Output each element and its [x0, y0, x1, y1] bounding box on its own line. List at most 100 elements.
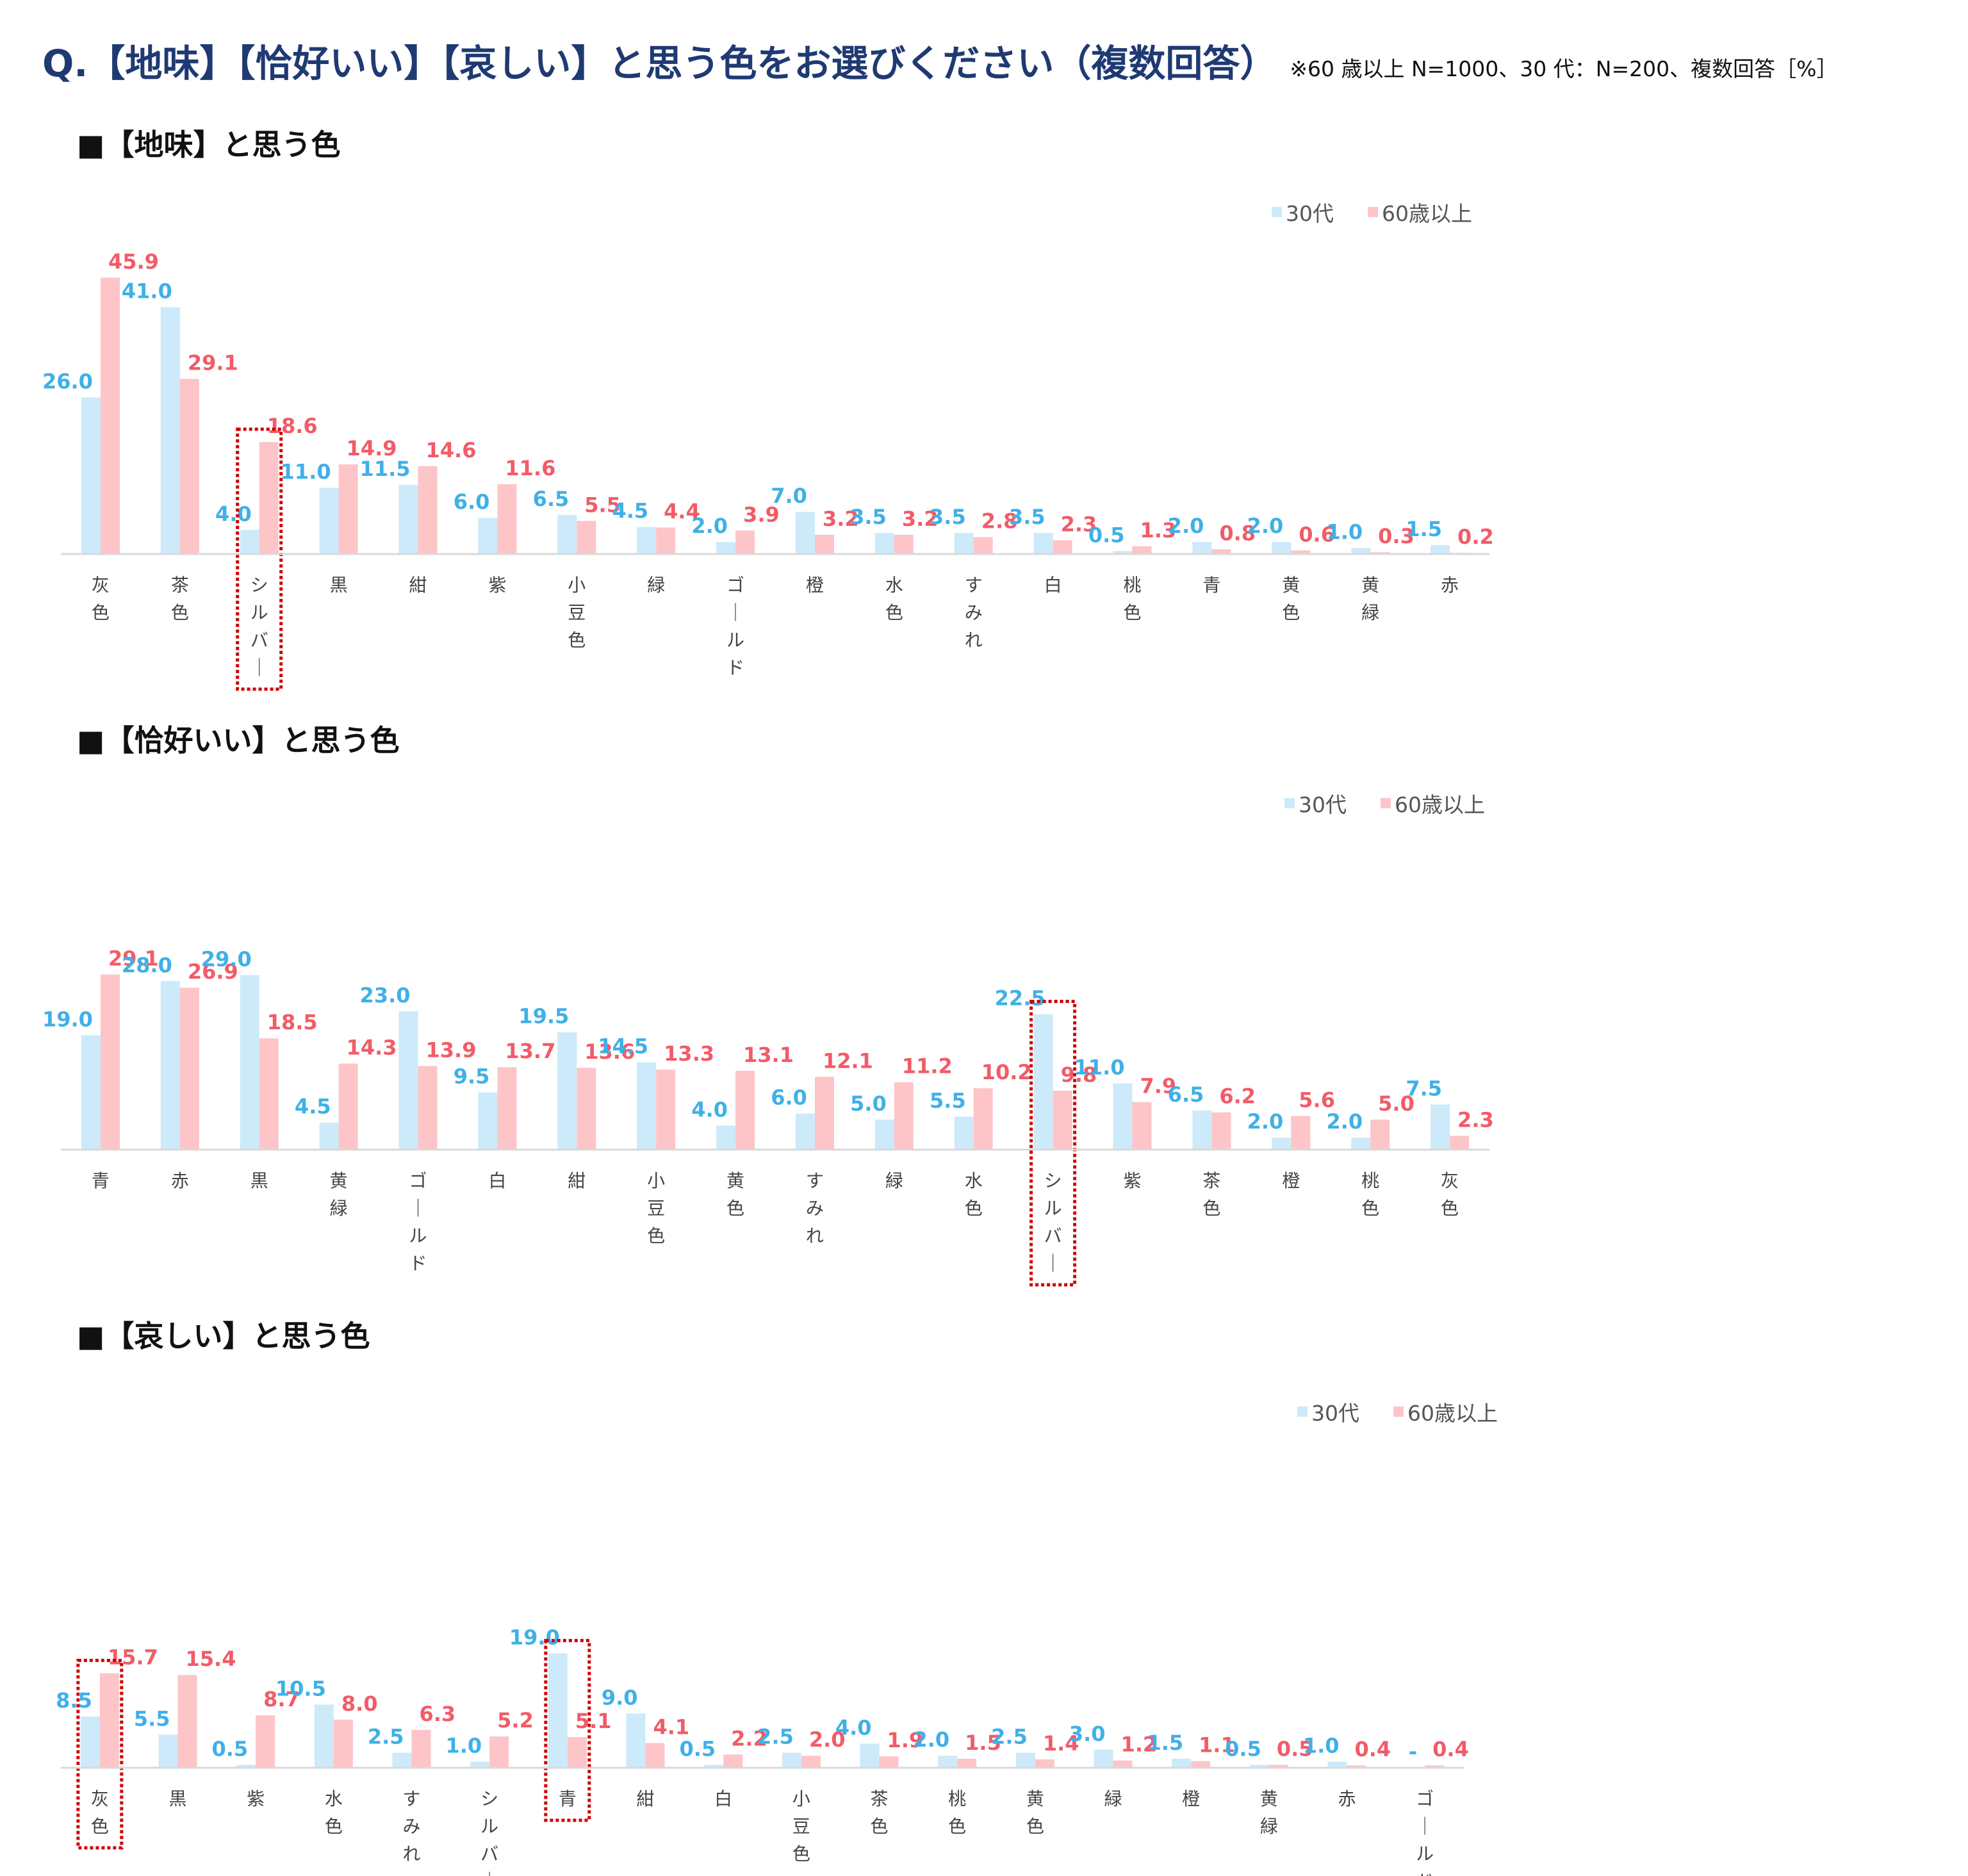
category-label: 水色 [885, 575, 903, 623]
bar-30s [782, 1752, 801, 1768]
bar-60s [957, 1758, 977, 1768]
value-label-30s: 5.5 [930, 1088, 966, 1113]
bar-60s [894, 1082, 914, 1150]
bar-60s [497, 484, 517, 554]
category-char: み [965, 602, 983, 623]
value-label-60s: 2.3 [1457, 1107, 1494, 1132]
category-char: ル [1416, 1843, 1434, 1864]
bar-60s [177, 1675, 197, 1768]
value-label-60s: 2.3 [1061, 512, 1097, 536]
value-label-60s: 1.5 [965, 1731, 1001, 1755]
category-label: 桃色 [1361, 1170, 1379, 1219]
bar-60s [1370, 1120, 1390, 1150]
bar-60s [338, 1063, 358, 1150]
category-char: 黄 [1282, 575, 1300, 596]
value-label-30s: 6.5 [1168, 1082, 1204, 1107]
category-char: 赤 [1338, 1788, 1356, 1809]
category-label: 黄緑 [1260, 1788, 1278, 1837]
category-char: 灰 [92, 575, 110, 596]
category-char: 紺 [409, 575, 427, 596]
value-label-30s: 11.0 [281, 460, 331, 484]
highlight-box [1029, 1000, 1077, 1287]
value-label-60s: 6.2 [1219, 1084, 1256, 1109]
bar-30s [938, 1756, 958, 1768]
category-label: 小豆色 [647, 1170, 665, 1246]
value-label-30s: 19.5 [518, 1004, 569, 1029]
category-label: 黄色 [1282, 575, 1300, 623]
value-label-30s: 4.5 [612, 499, 648, 523]
value-label-30s: 2.0 [1326, 1109, 1363, 1134]
category-char: ル [480, 1816, 498, 1837]
value-label-60s: 11.2 [902, 1054, 953, 1079]
bar-30s [319, 1122, 339, 1150]
chart-kanashii: ■【哀しい】と思う色 30代 60歳以上 8.5 15.7 灰色 5.5 15.4 黒 0.5 8.… [56, 1319, 1498, 1876]
category-label: 水色 [965, 1170, 983, 1219]
legend-swatch-60s [1368, 207, 1378, 217]
category-char: ｜ [1416, 1816, 1434, 1837]
value-label-60s: 15.4 [186, 1647, 236, 1671]
category-char: 色 [1123, 602, 1141, 623]
category-char: 水 [885, 575, 903, 596]
category-label: 白 [488, 1170, 506, 1191]
value-label-30s: - [1409, 1740, 1417, 1764]
category-char: 茶 [870, 1788, 888, 1809]
bar-60s [973, 1088, 993, 1150]
category-char: 緑 [330, 1198, 348, 1219]
category-char: 紫 [488, 575, 506, 596]
section-title: ■【地味】と思う色 [77, 127, 340, 162]
category-char: 色 [568, 630, 586, 651]
category-char: ｜ [250, 657, 268, 678]
category-char: 青 [559, 1788, 577, 1809]
bar-30s [860, 1743, 880, 1768]
value-label-60s: 8.7 [263, 1687, 300, 1711]
value-label-60s: 15.7 [108, 1645, 158, 1669]
value-label-60s: 26.9 [188, 959, 238, 984]
value-label-30s: 0.5 [1225, 1736, 1261, 1761]
bar-30s [795, 1113, 815, 1150]
bar-30s [158, 1734, 178, 1768]
category-char: 青 [92, 1170, 110, 1191]
bar-30s [1249, 1765, 1269, 1768]
bar-60s [656, 527, 676, 554]
bar-60s [1113, 1760, 1133, 1768]
bar-30s [1094, 1749, 1113, 1768]
value-label-30s: 22.5 [995, 986, 1046, 1011]
category-char: 色 [792, 1843, 810, 1864]
bar-60s [577, 1068, 596, 1150]
category-label: 紺 [409, 575, 427, 596]
value-label-30s: 2.0 [913, 1727, 949, 1752]
category-char: バ [1044, 1225, 1062, 1246]
bar-60s [1211, 1112, 1231, 1150]
bar-30s [548, 1653, 568, 1768]
category-char: 桃 [948, 1788, 966, 1809]
category-char: 豆 [568, 602, 586, 623]
bar-60s [735, 1070, 755, 1150]
value-label-30s: 9.0 [602, 1685, 638, 1709]
value-label-30s: 2.0 [1247, 514, 1284, 538]
value-label-60s: 2.2 [731, 1726, 767, 1750]
value-label-30s: 2.0 [691, 514, 728, 538]
bar-60s [1425, 1765, 1445, 1768]
category-char: 小 [647, 1170, 665, 1191]
value-label-30s: 1.5 [1147, 1731, 1183, 1755]
category-char: 色 [948, 1816, 966, 1837]
bar-60s [1035, 1759, 1054, 1768]
bar-30s [314, 1704, 334, 1768]
category-char: れ [965, 630, 983, 651]
category-char: 小 [792, 1788, 810, 1809]
category-char: 桃 [1361, 1170, 1379, 1191]
bar-30s [240, 530, 259, 554]
bar-60s [1268, 1765, 1288, 1768]
category-label: 赤 [1441, 575, 1459, 596]
value-label-60s: 14.9 [347, 436, 397, 461]
bar-30s [557, 514, 577, 554]
value-label-60s: 5.6 [1299, 1088, 1335, 1112]
bar-30s [1351, 548, 1371, 554]
value-label-60s: 2.8 [981, 509, 1018, 534]
value-label-30s: 2.0 [1247, 1109, 1284, 1134]
legend-label-60s: 60歳以上 [1382, 201, 1472, 226]
bar-60s [256, 1715, 275, 1768]
value-label-30s: 0.5 [1088, 523, 1125, 547]
bar-30s [637, 526, 657, 554]
bar-60s [1191, 1761, 1211, 1768]
